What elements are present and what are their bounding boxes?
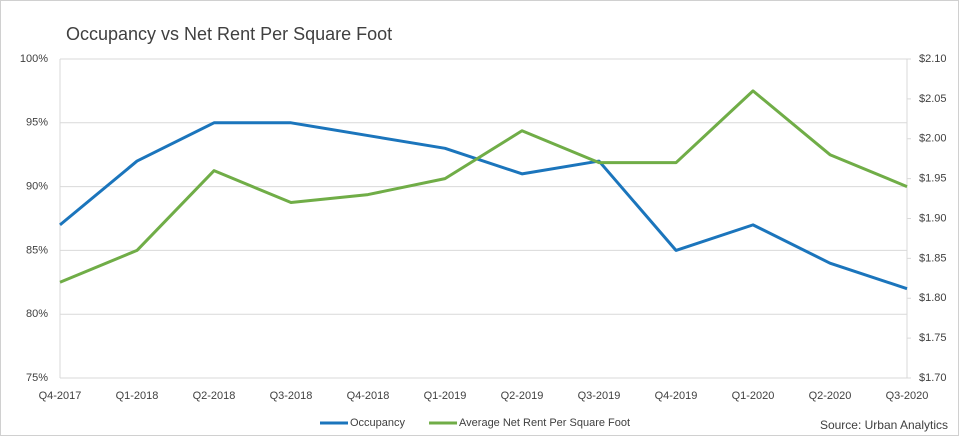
- source-note: Source: Urban Analytics: [820, 418, 948, 432]
- y-tick-label: 90%: [26, 181, 48, 193]
- series-line: [59, 121, 908, 291]
- x-tick-label: Q4-2019: [655, 390, 698, 402]
- legend-label: Average Net Rent Per Square Foot: [459, 417, 630, 429]
- y2-tick-label: $1.70: [919, 372, 947, 384]
- y2-tick-label: $2.00: [919, 133, 947, 145]
- x-tick-label: Q3-2018: [270, 390, 313, 402]
- series-line: [59, 89, 908, 284]
- x-tick-label: Q4-2017: [39, 390, 82, 402]
- x-tick-label: Q2-2019: [501, 390, 544, 402]
- x-tick-label: Q2-2018: [193, 390, 236, 402]
- x-tick-label: Q3-2020: [886, 390, 929, 402]
- x-tick-label: Q3-2019: [578, 390, 621, 402]
- y-tick-label: 75%: [26, 372, 48, 384]
- y2-tick-label: $1.90: [919, 212, 947, 224]
- y-tick-label: 80%: [26, 308, 48, 320]
- y2-tick-label: $1.80: [919, 292, 947, 304]
- x-tick-label: Q2-2020: [809, 390, 852, 402]
- x-tick-label: Q1-2020: [732, 390, 775, 402]
- y2-tick-label: $1.75: [919, 332, 947, 344]
- x-tick-label: Q4-2018: [347, 390, 390, 402]
- y-tick-label: 100%: [20, 53, 48, 65]
- x-tick-label: Q1-2019: [424, 390, 467, 402]
- legend-label: Occupancy: [350, 417, 406, 429]
- y2-tick-label: $2.10: [919, 53, 947, 65]
- y-tick-label: 85%: [26, 244, 48, 256]
- y2-tick-label: $2.05: [919, 93, 947, 105]
- chart-title: Occupancy vs Net Rent Per Square Foot: [66, 24, 392, 44]
- y2-tick-label: $1.85: [919, 252, 947, 264]
- y2-tick-label: $1.95: [919, 173, 947, 185]
- x-tick-label: Q1-2018: [116, 390, 159, 402]
- y-tick-label: 95%: [26, 117, 48, 129]
